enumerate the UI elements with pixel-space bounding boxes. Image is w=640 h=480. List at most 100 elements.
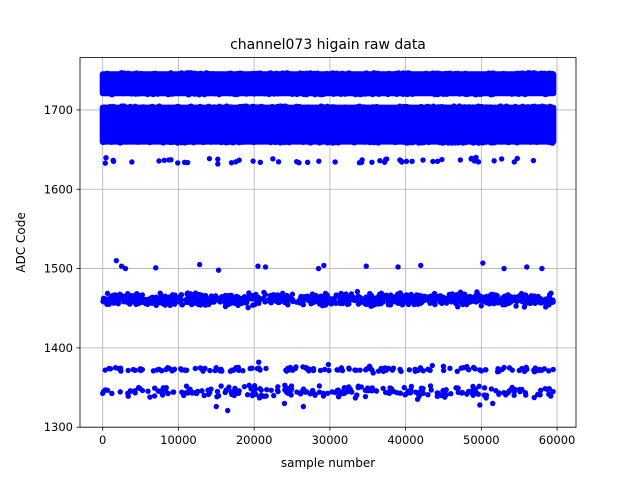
- data-point: [531, 394, 537, 401]
- data-point: [431, 91, 438, 98]
- data-point: [286, 138, 293, 145]
- data-point: [499, 366, 505, 373]
- data-point: [316, 139, 323, 146]
- data-point: [440, 363, 447, 369]
- data-point: [538, 70, 545, 77]
- data-point: [117, 389, 123, 395]
- data-point: [300, 294, 306, 300]
- data-point: [251, 390, 258, 396]
- data-point: [258, 70, 265, 77]
- data-point: [413, 367, 419, 374]
- data-point: [201, 91, 208, 98]
- data-point: [531, 367, 537, 373]
- data-point: [156, 103, 163, 110]
- data-point: [385, 365, 392, 372]
- data-point: [150, 368, 157, 374]
- data-point: [455, 304, 461, 310]
- data-point: [185, 295, 192, 301]
- data-point: [438, 296, 445, 302]
- data-point: [475, 103, 482, 110]
- data-point: [483, 104, 490, 111]
- data-point: [228, 160, 235, 166]
- data-point: [169, 138, 176, 145]
- data-point: [306, 297, 312, 303]
- data-point: [494, 298, 500, 304]
- data-point: [523, 364, 529, 370]
- data-point: [104, 387, 111, 393]
- data-point: [135, 90, 142, 97]
- x-axis-ticks: 0 10000 20000 30000 40000 50000 60000: [99, 427, 575, 447]
- data-point: [439, 156, 445, 163]
- data-point: [190, 390, 196, 396]
- data-point: [267, 292, 274, 299]
- data-point: [195, 301, 202, 308]
- data-point: [316, 383, 323, 389]
- data-point: [242, 90, 249, 97]
- data-point: [455, 389, 461, 396]
- data-point: [427, 383, 434, 389]
- data-point: [416, 299, 422, 305]
- data-point: [258, 392, 264, 398]
- data-point: [442, 90, 449, 97]
- data-point: [187, 70, 194, 77]
- data-point: [177, 366, 184, 372]
- data-point: [477, 91, 484, 98]
- data-point: [499, 295, 506, 301]
- data-point: [321, 366, 328, 373]
- data-point: [222, 293, 229, 299]
- data-point: [521, 304, 528, 310]
- data-point: [101, 299, 107, 305]
- data-point: [362, 393, 369, 400]
- data-point: [430, 103, 437, 110]
- data-point: [542, 104, 549, 111]
- data-point: [224, 407, 231, 414]
- data-point: [539, 367, 545, 373]
- x-axis-label: sample number: [281, 456, 375, 470]
- data-point: [195, 388, 201, 395]
- data-point: [248, 71, 255, 78]
- data-point: [353, 367, 359, 373]
- data-point: [341, 390, 348, 396]
- data-point: [222, 303, 229, 310]
- data-point: [345, 70, 352, 77]
- data-point: [522, 292, 529, 298]
- data-point: [409, 158, 415, 164]
- data-point: [523, 104, 530, 111]
- data-point: [459, 299, 465, 306]
- data-point: [393, 90, 400, 97]
- data-point: [405, 293, 411, 299]
- data-point: [486, 70, 493, 77]
- data-point: [138, 70, 145, 77]
- data-point: [530, 157, 537, 164]
- data-point: [505, 139, 512, 146]
- data-point: [406, 367, 413, 373]
- data-point: [369, 159, 375, 165]
- data-point: [549, 139, 556, 146]
- data-point: [434, 158, 441, 164]
- data-point: [527, 138, 534, 145]
- data-point: [324, 103, 331, 110]
- data-point: [288, 386, 295, 392]
- data-point: [296, 298, 302, 304]
- data-point: [351, 139, 358, 146]
- data-point: [309, 104, 316, 111]
- data-point: [147, 394, 153, 400]
- data-point: [223, 103, 230, 110]
- y-tick-label: 1600: [44, 182, 73, 196]
- data-point: [471, 295, 477, 302]
- data-point: [455, 294, 461, 301]
- data-point: [452, 139, 459, 146]
- data-point: [434, 390, 440, 396]
- data-point: [550, 366, 556, 373]
- data-point: [332, 90, 339, 97]
- data-point: [336, 298, 343, 305]
- data-point: [163, 298, 170, 304]
- data-point: [171, 104, 178, 111]
- data-point: [539, 265, 545, 272]
- data-point: [491, 158, 497, 164]
- data-point: [249, 365, 255, 371]
- y-tick-label: 1300: [44, 420, 73, 434]
- data-point: [464, 90, 471, 97]
- data-point: [488, 386, 495, 392]
- data-point: [218, 139, 225, 146]
